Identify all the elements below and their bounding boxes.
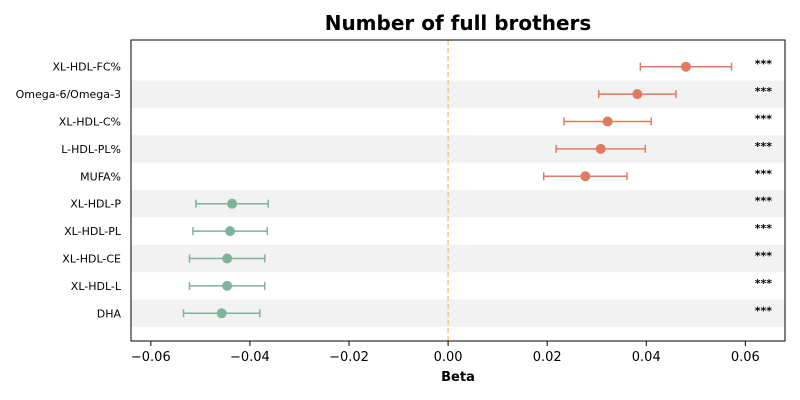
point-estimate — [222, 253, 233, 264]
forest-row: XL-HDL-C% *** — [59, 113, 772, 129]
forest-row: XL-HDL-PL *** — [64, 222, 772, 238]
significance-marker: *** — [755, 58, 773, 71]
x-tick-label: 0.06 — [731, 350, 760, 365]
row-label: XL-HDL-PL — [64, 225, 122, 238]
forest-row: L-HDL-PL% *** — [61, 140, 772, 156]
x-axis-label: Beta — [441, 370, 475, 385]
x-tick-label: 0.04 — [632, 350, 661, 365]
point-estimate — [227, 198, 238, 209]
significance-marker: *** — [755, 85, 773, 98]
forest-row: Omega-6/Omega-3 *** — [16, 85, 773, 101]
data-rows: XL-HDL-FC% ***Omega-6/Omega-3 ***XL-HDL-C%… — [16, 58, 773, 321]
significance-marker: *** — [755, 113, 773, 126]
forest-row: DHA *** — [97, 304, 773, 320]
point-estimate — [580, 171, 591, 182]
significance-marker: *** — [755, 167, 773, 180]
row-label: Omega-6/Omega-3 — [16, 88, 121, 101]
significance-marker: *** — [755, 277, 773, 290]
point-estimate — [216, 308, 227, 319]
forest-row: XL-HDL-P *** — [70, 195, 772, 211]
row-label: MUFA% — [80, 170, 121, 183]
point-estimate — [680, 61, 691, 72]
point-estimate — [222, 280, 233, 291]
significance-marker: *** — [755, 250, 773, 263]
chart-title: Number of full brothers — [325, 11, 592, 35]
row-band — [131, 135, 785, 163]
row-label: XL-HDL-L — [71, 280, 122, 293]
forest-row: XL-HDL-L *** — [71, 277, 772, 293]
plot-frame — [130, 39, 786, 342]
row-label: XL-HDL-C% — [59, 116, 121, 129]
row-band — [131, 80, 785, 108]
significance-marker: *** — [755, 195, 773, 208]
point-estimate — [602, 116, 613, 127]
row-label: L-HDL-PL% — [61, 143, 121, 156]
row-label: DHA — [97, 307, 122, 320]
x-axis: −0.06 −0.04 −0.02 0.00 0.02 0.04 0.06 — [131, 341, 760, 365]
forest-row: XL-HDL-CE *** — [62, 250, 772, 266]
significance-marker: *** — [755, 140, 773, 153]
x-tick-label: −0.06 — [131, 350, 171, 365]
forest-row: XL-HDL-FC% *** — [52, 58, 772, 74]
point-estimate — [595, 143, 606, 154]
point-estimate — [632, 89, 643, 100]
row-label: XL-HDL-CE — [62, 253, 121, 266]
x-tick-label: −0.02 — [329, 350, 369, 365]
x-tick-label: 0.02 — [533, 350, 562, 365]
row-label: XL-HDL-FC% — [52, 61, 121, 74]
forest-row: MUFA% *** — [80, 167, 772, 183]
row-label: XL-HDL-P — [70, 198, 121, 211]
x-tick-label: −0.04 — [230, 350, 270, 365]
significance-marker: *** — [755, 222, 773, 235]
x-tick-label: 0.00 — [434, 350, 463, 365]
significance-marker: *** — [755, 304, 773, 317]
point-estimate — [225, 226, 236, 237]
